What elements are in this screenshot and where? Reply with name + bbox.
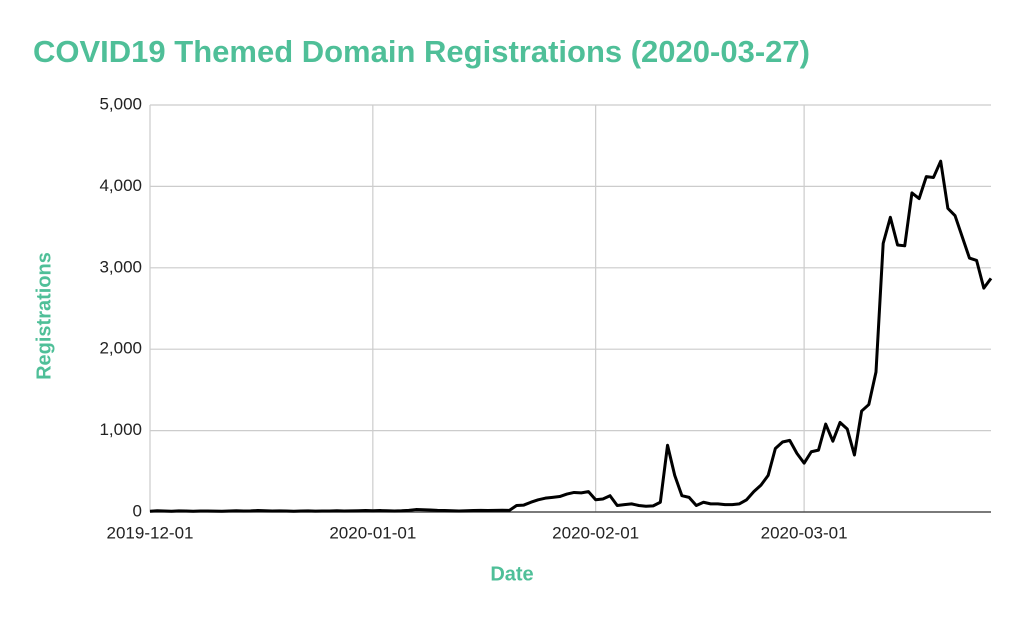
y-tick-label: 2,000 [99,339,142,358]
y-tick-label: 1,000 [99,420,142,439]
y-axis-title: Registrations [33,252,55,380]
x-tick-label: 2020-02-01 [552,523,639,542]
y-tick-label: 4,000 [99,176,142,195]
y-tick-label: 3,000 [99,257,142,276]
x-tick-label: 2020-03-01 [761,523,848,542]
x-tick-label: 2020-01-01 [329,523,416,542]
y-tick-label: 0 [133,501,142,520]
x-axis-title: Date [490,563,533,585]
y-tick-label: 5,000 [99,94,142,113]
data-line [149,159,993,513]
chart-title: COVID19 Themed Domain Registrations (202… [33,34,810,69]
x-tick-label: 2019-12-01 [107,523,194,542]
